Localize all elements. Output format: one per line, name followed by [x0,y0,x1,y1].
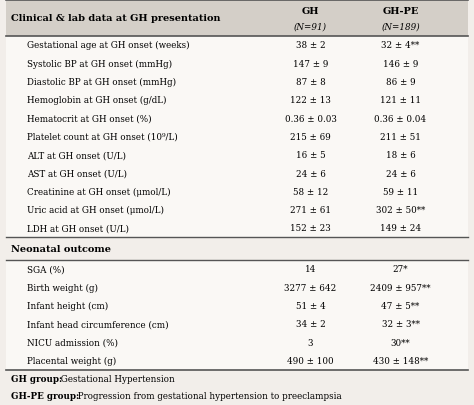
Text: 215 ± 69: 215 ± 69 [290,132,331,142]
Bar [6,37,468,55]
Text: 2409 ± 957**: 2409 ± 957** [370,283,431,292]
Text: Placental weight (g): Placental weight (g) [27,356,116,365]
Text: 0.36 ± 0.04: 0.36 ± 0.04 [374,114,427,124]
Text: 271 ± 61: 271 ± 61 [290,206,331,215]
Text: Hemoglobin at GH onset (g/dL): Hemoglobin at GH onset (g/dL) [27,96,166,105]
Bar [6,237,468,260]
Text: 87 ± 8: 87 ± 8 [296,78,325,87]
Bar [6,296,468,315]
Text: GH-PE group:: GH-PE group: [11,391,80,400]
Text: SGA (%): SGA (%) [27,265,64,274]
Text: 24 ± 6: 24 ± 6 [295,169,326,178]
Bar [6,260,468,278]
Text: 27*: 27* [393,265,408,274]
Bar [6,55,468,73]
Text: Systolic BP at GH onset (mmHg): Systolic BP at GH onset (mmHg) [27,60,172,68]
Text: 152 ± 23: 152 ± 23 [290,224,331,233]
Text: 122 ± 13: 122 ± 13 [290,96,331,105]
Text: (N=189): (N=189) [381,22,420,31]
Text: Creatinine at GH onset (μmol/L): Creatinine at GH onset (μmol/L) [27,188,171,196]
Text: Clinical & lab data at GH presentation: Clinical & lab data at GH presentation [11,14,221,23]
Bar [6,183,468,201]
Text: 302 ± 50**: 302 ± 50** [376,206,425,215]
Text: 24 ± 6: 24 ± 6 [385,169,416,178]
Bar [6,278,468,296]
Text: 0.36 ± 0.03: 0.36 ± 0.03 [284,114,337,124]
Bar [6,164,468,183]
Text: Gestational age at GH onset (weeks): Gestational age at GH onset (weeks) [27,41,190,50]
Bar [6,110,468,128]
Text: 16 ± 5: 16 ± 5 [296,151,325,160]
Text: Uric acid at GH onset (μmol/L): Uric acid at GH onset (μmol/L) [27,206,164,215]
Text: 47 ± 5**: 47 ± 5** [382,301,419,310]
Text: NICU admission (%): NICU admission (%) [27,338,118,347]
Bar [6,219,468,237]
Text: 430 ± 148**: 430 ± 148** [373,356,428,365]
Text: 211 ± 51: 211 ± 51 [380,132,421,142]
Bar [6,128,468,146]
Text: 121 ± 11: 121 ± 11 [380,96,421,105]
Bar [6,201,468,219]
Text: Infant height (cm): Infant height (cm) [27,301,108,310]
Text: 38 ± 2: 38 ± 2 [296,41,325,50]
Text: 14: 14 [305,265,316,274]
Text: 147 ± 9: 147 ± 9 [293,60,328,68]
Bar [6,315,468,333]
Text: Diastolic BP at GH onset (mmHg): Diastolic BP at GH onset (mmHg) [27,78,176,87]
Bar [6,352,468,370]
Text: 490 ± 100: 490 ± 100 [287,356,334,365]
Text: 18 ± 6: 18 ± 6 [386,151,415,160]
Text: 149 ± 24: 149 ± 24 [380,224,421,233]
Text: GH: GH [302,7,319,16]
Text: 51 ± 4: 51 ± 4 [296,301,325,310]
Bar [6,1,468,37]
Text: 34 ± 2: 34 ± 2 [296,320,325,328]
Text: (N=91): (N=91) [294,22,327,31]
Text: Hematocrit at GH onset (%): Hematocrit at GH onset (%) [27,114,152,124]
Text: 32 ± 3**: 32 ± 3** [382,320,419,328]
Bar [6,92,468,110]
Bar [6,146,468,164]
Text: Infant head circumference (cm): Infant head circumference (cm) [27,320,169,328]
Text: AST at GH onset (U/L): AST at GH onset (U/L) [27,169,127,178]
Bar [6,333,468,352]
Text: 59 ± 11: 59 ± 11 [383,188,418,196]
Text: 30**: 30** [391,338,410,347]
Text: 58 ± 12: 58 ± 12 [293,188,328,196]
Text: Neonatal outcome: Neonatal outcome [11,244,111,253]
Text: Platelet count at GH onset (10⁹/L): Platelet count at GH onset (10⁹/L) [27,132,178,142]
Text: 86 ± 9: 86 ± 9 [386,78,415,87]
Text: 3277 ± 642: 3277 ± 642 [284,283,337,292]
Text: ALT at GH onset (U/L): ALT at GH onset (U/L) [27,151,126,160]
Text: Progression from gestational hypertension to preeclampsia: Progression from gestational hypertensio… [75,391,342,400]
Text: GH group:: GH group: [11,374,63,383]
Text: GH-PE: GH-PE [383,7,419,16]
Bar [6,370,468,404]
Text: 3: 3 [308,338,313,347]
Text: 146 ± 9: 146 ± 9 [383,60,418,68]
Text: Birth weight (g): Birth weight (g) [27,283,98,292]
Bar [6,73,468,92]
Text: LDH at GH onset (U/L): LDH at GH onset (U/L) [27,224,129,233]
Text: Gestational Hypertension: Gestational Hypertension [58,374,174,383]
Text: 32 ± 4**: 32 ± 4** [382,41,419,50]
